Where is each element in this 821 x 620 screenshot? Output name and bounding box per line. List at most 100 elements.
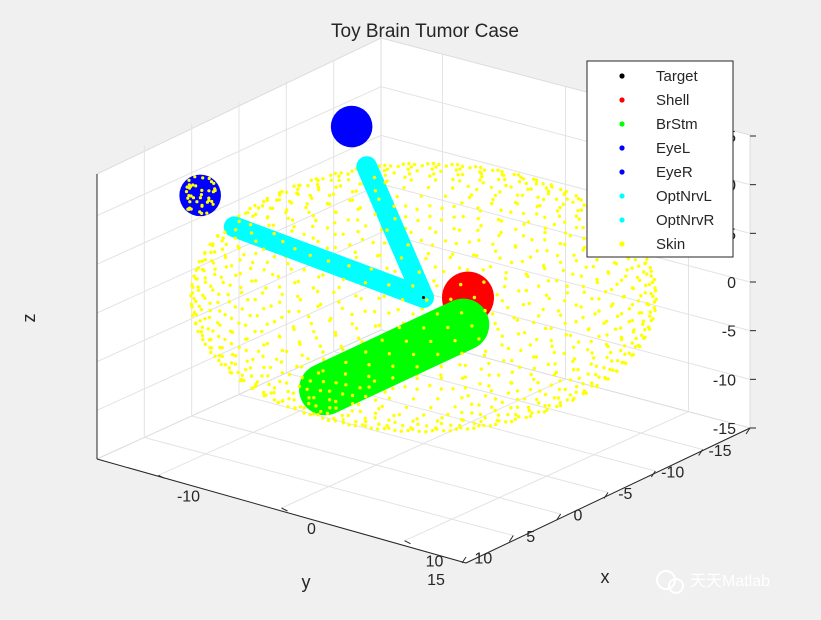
skin-point — [257, 350, 260, 353]
skin-point — [193, 175, 196, 178]
skin-point — [367, 363, 370, 366]
skin-point — [285, 381, 288, 384]
skin-point — [602, 322, 605, 325]
skin-point — [566, 291, 569, 294]
skin-point — [605, 356, 608, 359]
skin-point — [262, 200, 265, 203]
y-tick-label: -5 — [618, 486, 632, 503]
skin-point — [190, 305, 193, 308]
skin-point — [641, 323, 644, 326]
skin-point — [610, 288, 613, 291]
skin-point — [195, 200, 198, 203]
skin-point — [631, 341, 634, 344]
skin-point — [532, 378, 535, 381]
skin-point — [479, 166, 482, 169]
skin-point — [225, 243, 228, 246]
skin-point — [420, 194, 423, 197]
skin-point — [364, 424, 367, 427]
skin-point — [275, 198, 278, 201]
skin-point — [198, 305, 201, 308]
skin-point — [251, 261, 254, 264]
skin-point — [574, 320, 577, 323]
skin-point — [445, 164, 448, 167]
skin-point — [194, 322, 197, 325]
skin-point — [483, 416, 486, 419]
skin-point — [355, 327, 358, 330]
skin-point — [611, 369, 614, 372]
skin-point — [262, 268, 265, 271]
skin-point — [502, 174, 505, 177]
skin-point — [249, 223, 252, 226]
skin-point — [432, 162, 435, 165]
skin-point — [216, 234, 219, 237]
skin-point — [310, 179, 313, 182]
skin-point — [650, 274, 653, 277]
skin-point — [358, 386, 361, 389]
skin-point — [354, 420, 357, 423]
skin-point — [287, 397, 290, 400]
skin-point — [582, 392, 585, 395]
skin-point — [220, 276, 223, 279]
skin-point — [260, 330, 263, 333]
skin-point — [278, 301, 281, 304]
skin-point — [385, 229, 388, 232]
skin-point — [383, 295, 386, 298]
skin-point — [209, 285, 212, 288]
skin-point — [475, 188, 478, 191]
skin-point — [541, 182, 544, 185]
legend[interactable]: Target Shell BrStm EyeL EyeR OptNrvL OptNrvR Sk… — [587, 61, 733, 257]
skin-point — [344, 372, 347, 375]
skin-point — [311, 225, 314, 228]
skin-point — [440, 377, 443, 380]
skin-point — [479, 420, 482, 423]
skin-point — [410, 165, 413, 168]
skin-point — [501, 299, 504, 302]
skin-point — [272, 391, 275, 394]
skin-point — [544, 393, 547, 396]
skin-point — [351, 190, 354, 193]
skin-point — [563, 352, 566, 355]
legend-marker-brstm — [619, 121, 624, 126]
skin-point — [285, 208, 288, 211]
skin-point — [297, 310, 300, 313]
skin-point — [254, 385, 257, 388]
skin-point — [347, 178, 350, 181]
skin-point — [587, 328, 590, 331]
skin-point — [436, 419, 439, 422]
skin-point — [634, 258, 637, 261]
x-axis-label: x — [601, 567, 610, 587]
skin-point — [303, 411, 306, 414]
skin-point — [455, 168, 458, 171]
skin-point — [293, 281, 296, 284]
skin-point — [374, 412, 377, 415]
skin-point — [422, 413, 425, 416]
skin-point — [543, 238, 546, 241]
skin-point — [344, 383, 347, 386]
skin-point — [278, 335, 281, 338]
skin-point — [350, 170, 353, 173]
skin-point — [334, 211, 337, 214]
skin-point — [416, 423, 419, 426]
legend-label-optnrvl: OptNrvL — [656, 188, 712, 205]
skin-point — [361, 238, 364, 241]
skin-point — [436, 312, 439, 315]
skin-point — [632, 330, 635, 333]
legend-marker-skin — [619, 241, 624, 246]
skin-point — [310, 322, 313, 325]
skin-point — [317, 371, 320, 374]
skin-point — [309, 413, 312, 416]
skin-point — [614, 328, 617, 331]
skin-point — [523, 397, 526, 400]
skin-point — [571, 398, 574, 401]
skin-point — [602, 366, 605, 369]
skin-point — [194, 277, 197, 280]
skin-point — [649, 266, 652, 269]
skin-point — [595, 385, 598, 388]
skin-point — [364, 310, 367, 313]
skin-point — [522, 212, 525, 215]
skin-point — [240, 378, 243, 381]
skin-point — [322, 380, 325, 383]
skin-point — [415, 377, 418, 380]
skin-point — [580, 275, 583, 278]
skin-point — [280, 316, 283, 319]
